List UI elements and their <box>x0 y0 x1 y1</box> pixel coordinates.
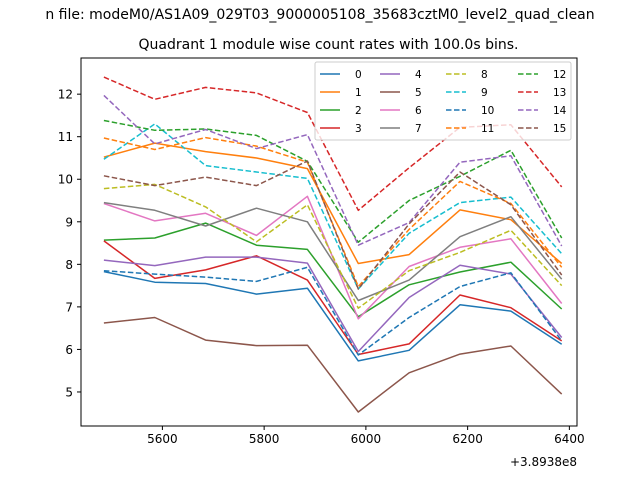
series-line-0 <box>103 270 563 362</box>
legend-label-9: 9 <box>481 87 488 99</box>
y-tick-label: 9 <box>65 215 73 229</box>
chart-suptitle: n file: modeM0/AS1A09_029T03_9000005108_… <box>45 7 594 23</box>
axes-frame <box>80 57 578 427</box>
y-tick-label: 8 <box>65 258 73 272</box>
legend-label-13: 13 <box>553 87 566 99</box>
legend-label-14: 14 <box>553 105 567 117</box>
series-line-8 <box>103 183 563 309</box>
series-line-2 <box>103 222 563 318</box>
y-tick-label: 6 <box>65 343 73 357</box>
legend-label-3: 3 <box>355 123 362 135</box>
legend-label-1: 1 <box>355 87 362 99</box>
legend-label-4: 4 <box>415 69 422 81</box>
x-tick-label: 6000 <box>351 432 382 446</box>
series-line-1 <box>103 142 563 265</box>
x-tick-label: 5600 <box>147 432 178 446</box>
legend-label-6: 6 <box>415 105 422 117</box>
series-line-7 <box>103 201 563 302</box>
legend-label-5: 5 <box>415 87 422 99</box>
x-offset-label: +3.8938e8 <box>510 455 577 469</box>
y-tick-label: 10 <box>58 173 73 187</box>
y-axis: 5 6 7 8 9 10 11 12 <box>58 88 81 399</box>
x-tick-label: 6200 <box>452 432 483 446</box>
legend-label-7: 7 <box>415 123 422 135</box>
x-tick-label: 6400 <box>554 432 585 446</box>
x-axis: 5600 5800 6000 6200 6400 <box>147 426 585 446</box>
legend-label-0: 0 <box>355 69 362 81</box>
legend-label-11: 11 <box>481 123 494 135</box>
series-line-5 <box>103 316 563 413</box>
legend-box <box>314 61 572 141</box>
legend-label-10: 10 <box>481 105 494 117</box>
series-line-10 <box>103 266 563 356</box>
series-line-11 <box>103 136 563 288</box>
y-tick-label: 12 <box>58 88 73 102</box>
series-line-4 <box>103 256 563 353</box>
chart-title: Quadrant 1 module wise count rates with … <box>139 37 519 53</box>
series-line-12 <box>103 119 563 243</box>
series-line-3 <box>103 240 563 356</box>
legend-label-2: 2 <box>355 105 362 117</box>
y-tick-label: 11 <box>58 130 73 144</box>
legend-label-15: 15 <box>553 123 566 135</box>
x-tick-label: 5800 <box>249 432 280 446</box>
series-line-9 <box>103 123 563 290</box>
legend-label-8: 8 <box>481 69 488 81</box>
series-line-14 <box>103 94 563 247</box>
y-tick-label: 5 <box>65 385 73 399</box>
y-tick-label: 7 <box>65 300 73 314</box>
legend-label-12: 12 <box>553 69 566 81</box>
series-line-15 <box>103 160 563 290</box>
